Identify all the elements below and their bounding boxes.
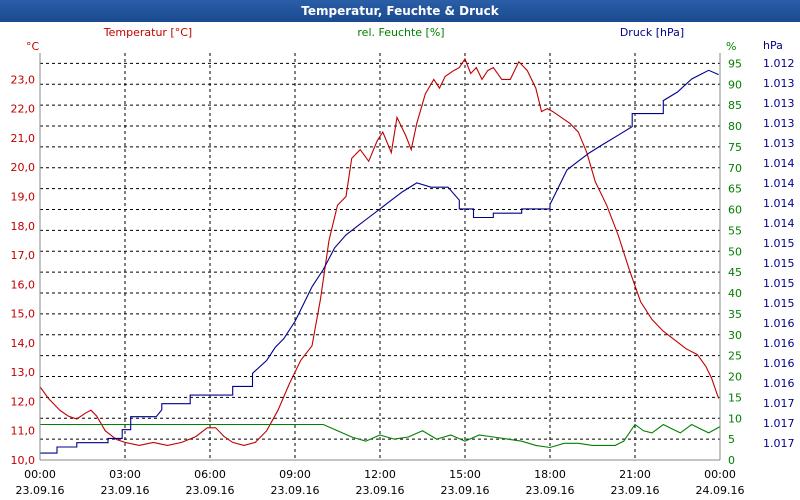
pressure-tick-label: 1.015 <box>763 257 795 270</box>
x-tick-time: 18:00 <box>534 468 566 481</box>
humidity-tick-label: 70 <box>728 162 742 175</box>
pressure-tick-label: 1.013 <box>763 97 795 110</box>
pressure-tick-label: 1.012 <box>763 57 795 70</box>
temperature-tick-label: 16,0 <box>11 278 36 291</box>
pressure-tick-label: 1.016 <box>763 337 795 350</box>
window-title: Temperatur, Feuchte & Druck <box>0 0 800 22</box>
axes-layer: 10,0 11,0 12,0 13,0 14,0 15,0 16,0 17,0 18,0 19,0… <box>11 26 795 497</box>
pressure-axis-title: Druck [hPa] <box>620 26 684 39</box>
x-tick-date: 23.09.16 <box>16 484 65 497</box>
humidity-tick-label: 85 <box>728 99 742 112</box>
series-line-temperature <box>39 57 720 446</box>
x-tick-date: 24.09.16 <box>696 484 745 497</box>
x-tick-time: 03:00 <box>109 468 141 481</box>
pressure-tick-label: 1.014 <box>763 217 795 230</box>
x-tick-date: 23.09.16 <box>356 484 405 497</box>
pressure-tick-label: 1.014 <box>763 157 795 170</box>
x-tick-date: 23.09.16 <box>271 484 320 497</box>
humidity-tick-label: 50 <box>728 245 742 258</box>
humidity-tick-label: 95 <box>728 57 742 70</box>
humidity-tick-label: 55 <box>728 224 742 237</box>
humidity-tick-label: 15 <box>728 391 742 404</box>
pressure-tick-label: 1.013 <box>763 137 795 150</box>
temperature-tick-label: 23,0 <box>11 73 36 86</box>
x-tick-date: 23.09.16 <box>611 484 660 497</box>
x-tick-date: 23.09.16 <box>441 484 490 497</box>
humidity-tick-label: 0 <box>728 454 735 467</box>
series-line-humidity <box>40 423 721 449</box>
series-line-pressure <box>40 69 719 454</box>
humidity-tick-label: 40 <box>728 287 742 300</box>
grid <box>39 53 721 461</box>
humidity-tick-label: 90 <box>728 78 742 91</box>
pressure-tick-label: 1.016 <box>763 357 795 370</box>
temperature-tick-label: 14,0 <box>11 337 36 350</box>
humidity-tick-label: 60 <box>728 204 742 217</box>
series-layer <box>39 57 721 454</box>
x-tick-date: 23.09.16 <box>101 484 150 497</box>
x-tick-time: 09:00 <box>279 468 311 481</box>
temperature-tick-label: 12,0 <box>11 395 36 408</box>
humidity-tick-label: 75 <box>728 141 742 154</box>
pressure-tick-label: 1.013 <box>763 117 795 130</box>
temperature-tick-label: 18,0 <box>11 220 36 233</box>
pressure-unit-label: hPa <box>763 39 783 52</box>
x-tick-time: 00:00 <box>24 468 56 481</box>
pressure-tick-label: 1.013 <box>763 77 795 90</box>
temperature-tick-label: 22,0 <box>11 103 36 116</box>
humidity-tick-label: 65 <box>728 183 742 196</box>
x-tick-time: 21:00 <box>619 468 651 481</box>
pressure-tick-label: 1.015 <box>763 277 795 290</box>
temperature-tick-label: 10,0 <box>11 454 36 467</box>
pressure-tick-label: 1.017 <box>763 417 795 430</box>
humidity-tick-label: 30 <box>728 329 742 342</box>
pressure-tick-label: 1.016 <box>763 377 795 390</box>
humidity-tick-label: 25 <box>728 350 742 363</box>
temperature-tick-label: 19,0 <box>11 190 36 203</box>
x-tick-time: 15:00 <box>449 468 481 481</box>
temperature-tick-label: 17,0 <box>11 249 36 262</box>
pressure-tick-label: 1.015 <box>763 297 795 310</box>
pressure-tick-label: 1.015 <box>763 237 795 250</box>
temperature-tick-label: 11,0 <box>11 425 36 438</box>
temperature-tick-label: 21,0 <box>11 132 36 145</box>
x-tick-date: 23.09.16 <box>186 484 235 497</box>
humidity-axis-title: rel. Feuchte [%] <box>357 26 444 39</box>
x-tick-time: 12:00 <box>364 468 396 481</box>
humidity-tick-label: 5 <box>728 433 735 446</box>
x-tick-time: 06:00 <box>194 468 226 481</box>
pressure-tick-label: 1.014 <box>763 177 795 190</box>
x-tick-time: 00:00 <box>704 468 736 481</box>
pressure-tick-label: 1.014 <box>763 197 795 210</box>
humidity-tick-label: 10 <box>728 412 742 425</box>
temperature-tick-label: 20,0 <box>11 161 36 174</box>
temperature-unit-label: °C <box>26 40 40 53</box>
humidity-unit-label: % <box>726 40 736 53</box>
humidity-tick-label: 20 <box>728 371 742 384</box>
chart: 10,0 11,0 12,0 13,0 14,0 15,0 16,0 17,0 18,0 19,0… <box>11 26 795 497</box>
temperature-axis-title: Temperatur [°C] <box>103 26 192 39</box>
humidity-tick-label: 45 <box>728 266 742 279</box>
humidity-tick-label: 35 <box>728 308 742 321</box>
temperature-tick-label: 13,0 <box>11 366 36 379</box>
pressure-tick-label: 1.017 <box>763 437 795 450</box>
x-tick-date: 23.09.16 <box>526 484 575 497</box>
pressure-tick-label: 1.017 <box>763 397 795 410</box>
temperature-tick-label: 15,0 <box>11 308 36 321</box>
humidity-tick-label: 80 <box>728 120 742 133</box>
pressure-tick-label: 1.016 <box>763 317 795 330</box>
